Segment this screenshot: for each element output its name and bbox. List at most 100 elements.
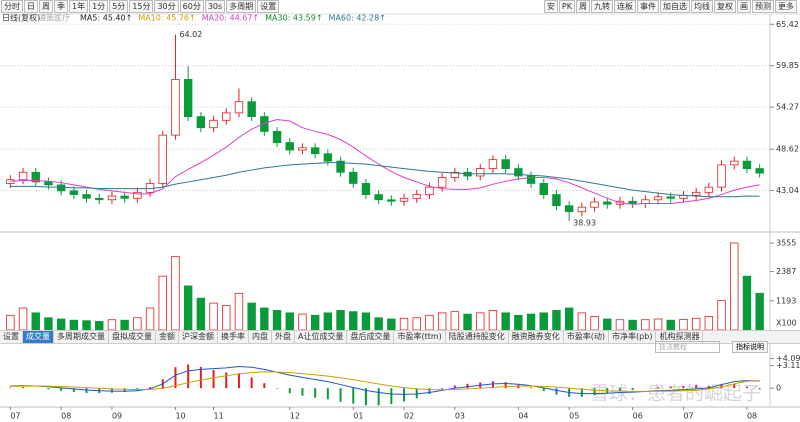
toolbar-button[interactable]: 加自选 [660,0,690,13]
candle-body [323,153,333,162]
toolbar-button[interactable]: 九转 [591,0,613,13]
volume-bar [730,242,739,331]
x-tick-label: 07 [10,412,20,421]
toolbar-button[interactable]: 5分 [109,0,129,13]
toolbar-button[interactable]: 周 [576,0,590,13]
toolbar-button[interactable]: 安 [543,0,558,13]
toolbar-button[interactable]: 预测 [752,0,774,13]
indicator-tab[interactable]: 多周期成交量 [54,331,109,343]
toolbar-button[interactable]: 30s [204,0,226,13]
indicator-tab[interactable]: A让位成交量 [295,331,348,343]
candle-body [412,194,421,199]
y-tick-label: 65.42 [776,20,799,29]
dea-line [10,371,760,392]
toolbar-button[interactable]: 更多 [775,0,797,13]
volume-bar [552,310,561,331]
indicator-tab[interactable]: 市盈率(动) [564,331,610,343]
toolbar-button[interactable]: 日 [24,0,38,13]
x-tick-label: 12 [290,412,300,421]
legend-item: MA60: 42.28↑ [329,14,386,23]
indicator-tab[interactable]: 机构探测器 [656,331,704,343]
candle-body [44,181,53,186]
volume-bar [336,310,345,331]
volume-bar [476,312,485,331]
candle-body [183,79,193,117]
candle-body [450,171,460,178]
toolbar-button[interactable]: 连板 [614,0,636,13]
candle-body [755,168,764,174]
toolbar-button[interactable]: 1分 [89,0,109,13]
volume-bar [323,312,333,331]
volume-bar [56,318,66,331]
volume-bar [44,317,53,331]
ma-line [10,162,760,198]
stock-name: 通策医疗 [38,13,70,23]
indicator-tab[interactable]: 盘拟成交量 [109,331,156,343]
y-tick-label: 3555 [776,238,796,247]
x-tick-label: 03 [455,412,465,421]
volume-bar [82,320,91,331]
volume-bar [69,319,79,331]
search-input[interactable]: 技法教程 [655,341,720,353]
volume-bar [577,312,587,331]
candle-body [361,183,371,195]
volume-bar [209,302,218,331]
indicator-tab[interactable]: 融资融券变化 [509,331,564,343]
toolbar-button[interactable]: 15分 [129,0,154,13]
indicator-tab[interactable]: 内盘 [249,331,272,343]
indicator-tab[interactable]: 金额 [156,331,179,343]
toolbar-button[interactable]: 均线 [691,0,713,13]
x-tick-label: 01 [353,412,363,421]
indicator-tab[interactable]: 市盈率(ttm) [394,331,446,343]
toolbar-button[interactable]: 30分 [154,0,179,13]
candle-body [577,206,587,213]
volume-bar [349,311,358,331]
indicator-tab[interactable]: 陆股通持股变化 [446,331,509,343]
volume-bar [361,312,371,331]
candle-body [95,197,104,201]
volume-bar [514,314,523,331]
y-tick-label: 43.04 [776,186,799,195]
indicator-tab[interactable]: 沪深金额 [179,331,218,343]
volume-bar [272,310,282,331]
volume-bar [183,285,193,331]
volume-bar [526,313,536,331]
candle-body [539,183,548,195]
candle-body [742,160,752,169]
volume-bar [425,314,434,331]
help-button[interactable]: 指标说明 [732,341,768,353]
indicator-tab[interactable]: 外盘 [272,331,295,343]
candle-body [488,159,498,169]
candle-body [603,201,612,205]
toolbar-button[interactable]: 设置 [257,0,280,13]
y-tick-label: 48.62 [776,145,799,154]
toolbar-button[interactable]: PK [558,0,575,13]
candle-body [133,191,142,199]
candle-body [437,177,447,188]
indicator-tab[interactable]: 成交量 [23,331,54,343]
toolbar-button[interactable]: 季 [54,0,68,13]
volume-bar [171,256,180,331]
volume-bar [412,317,421,331]
toolbar-button[interactable]: 60分 [179,0,204,13]
toolbar-button[interactable]: 周 [39,0,53,13]
candle-body [590,201,599,208]
candle-body [260,116,269,132]
indicator-tab[interactable]: 设置 [0,331,23,343]
toolbar-button[interactable]: 画 [737,0,751,13]
candle-body [374,194,383,201]
toolbar-button[interactable]: 复权 [714,0,736,13]
toolbar-button[interactable]: 分时 [1,0,23,13]
volume-bar [488,310,498,331]
diff-line [10,365,760,395]
volume-bar [107,319,117,331]
indicator-tab[interactable]: 市净率(pb) [609,331,657,343]
indicator-tab[interactable]: 换手率 [218,331,249,343]
indicator-tab[interactable]: 盘后成交量 [347,331,395,343]
toolbar-button[interactable]: 1年 [69,0,89,13]
toolbar-button[interactable]: 多周期 [226,0,257,13]
volume-bar [691,317,701,331]
toolbar-button[interactable]: 事件 [637,0,659,13]
volume-bar [679,319,688,331]
